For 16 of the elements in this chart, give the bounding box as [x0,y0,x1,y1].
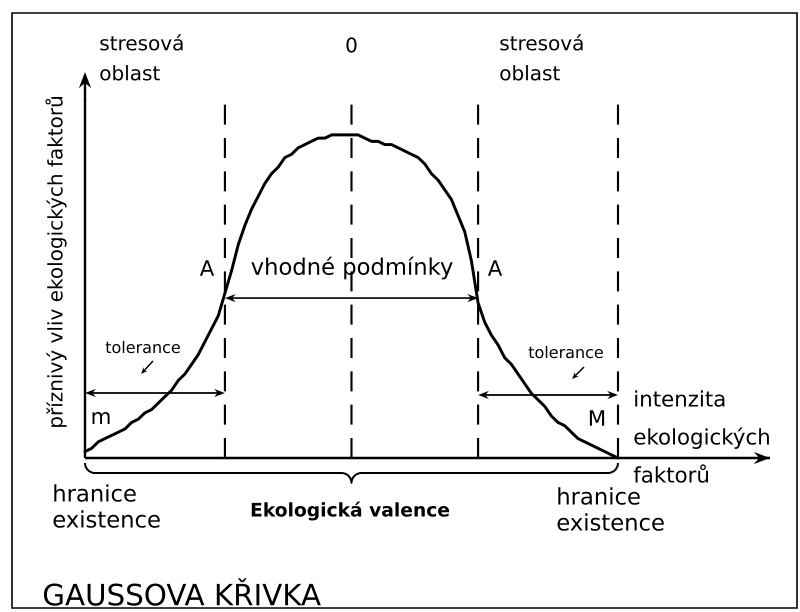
annotation: A [200,260,214,276]
annotation: tolerance [528,346,603,358]
text: stresová oblast [500,34,583,81]
text: Ekologická valence [252,502,450,520]
text: hranice existence [54,484,160,528]
annotation: vhodné podmínky [251,256,453,280]
annotation: tolerance [106,340,180,354]
text: hranice existence [558,487,664,531]
annotation: M [590,410,604,426]
annotation: m [92,412,110,424]
x-axis-title: intenzita ekologických faktorů [634,390,769,483]
y-axis-title: příznivý vliv ekologických faktorů [45,97,67,427]
text: GAUSSOVA KŘIVKA [44,578,321,606]
annotation: A [488,260,502,276]
text: stresová oblast [100,34,183,81]
text: 0 [346,37,357,53]
